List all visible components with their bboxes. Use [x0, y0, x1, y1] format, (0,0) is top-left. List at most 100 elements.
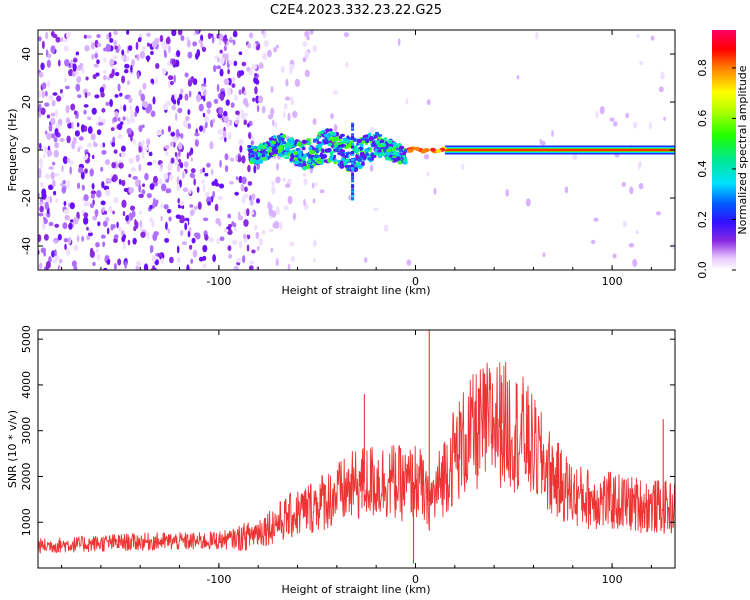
spectrogram-cell: [621, 181, 626, 187]
spectrogram-cell: [64, 243, 67, 251]
spectrogram-cell: [636, 33, 640, 38]
spectrogram-cell: [39, 205, 44, 213]
spectrogram-cell: [101, 107, 106, 113]
spectrogram-cell: [223, 110, 228, 118]
spectrogram-cell: [238, 51, 243, 56]
spectrogram-cell: [212, 190, 216, 199]
spectrogram-cell: [233, 265, 239, 270]
spectrogram-cell: [109, 98, 113, 108]
spectrogram-signal-cell: [252, 145, 256, 149]
spectrogram-cell: [153, 175, 158, 183]
spectrogram-cell: [262, 52, 267, 61]
spectrogram-signal-cell: [293, 160, 300, 165]
spectrogram-cell: [599, 105, 605, 115]
spectrogram-cell: [72, 58, 78, 63]
spectrogram-cell: [48, 95, 54, 101]
spectrogram-cell: [170, 157, 175, 164]
spectrogram-signal-cell: [407, 148, 414, 153]
spectrogram-cell: [93, 142, 98, 147]
spectrogram-cell: [185, 115, 190, 121]
spectrogram-signal-cell: [327, 142, 333, 147]
spectrogram-signal-cell: [382, 147, 387, 152]
spectrogram-cell: [47, 80, 51, 88]
spectrogram-cell: [302, 56, 307, 63]
spectrogram-cell: [108, 205, 113, 214]
spectrogram-signal-cell: [301, 146, 306, 151]
spectrogram-cell: [83, 216, 89, 225]
spectrogram-cell: [122, 234, 127, 240]
spectrogram-cell: [44, 201, 49, 210]
spectrogram-cell: [541, 140, 546, 146]
spectrogram-cell: [211, 35, 215, 44]
spectrogram-cell: [77, 94, 82, 99]
spectrogram-spike-cell: [351, 168, 355, 171]
spectrogram-cell: [141, 183, 146, 188]
spectrogram-cell: [290, 256, 295, 262]
spectrogram-cell: [405, 98, 409, 105]
spectrogram-signal-cell: [385, 152, 391, 156]
spectrogram-cell: [179, 201, 185, 206]
spectrogram-cell: [155, 199, 159, 205]
colorbar-scale: [712, 30, 736, 270]
spectrogram-cell: [171, 105, 176, 111]
spectrogram-cell: [202, 244, 208, 253]
spectrogram-cell: [397, 38, 401, 47]
spectrogram-cell: [131, 59, 135, 67]
spectrogram-spike-cell: [351, 145, 355, 148]
spectrogram-cell: [175, 214, 182, 219]
spectrogram-cell: [100, 234, 106, 239]
colorbar-tick-label: 0.6: [696, 110, 709, 128]
spectrogram-cell: [112, 210, 115, 215]
spectrogram-signal-cell: [377, 149, 382, 153]
spectrogram-cell: [70, 103, 76, 111]
spectrogram-signal-cell: [306, 164, 311, 168]
spectrogram-cell: [112, 174, 118, 182]
spectrogram-cell: [219, 159, 222, 168]
spectrogram-cell: [132, 176, 138, 180]
spectrogram-cell: [132, 138, 136, 146]
spectrogram-cell: [202, 217, 209, 222]
spectrogram-signal-cell: [297, 149, 302, 155]
spectrogram-cell: [383, 224, 389, 233]
spectrogram-cell: [516, 75, 520, 80]
spectrogram-cell: [110, 224, 114, 231]
spectrogram-cell: [190, 258, 194, 264]
spectrogram-cell: [190, 157, 194, 162]
spectrogram-cell: [68, 222, 73, 230]
spectrogram-cell: [38, 168, 42, 177]
spectrogram-cell: [177, 107, 183, 114]
spectrogram-cell: [650, 35, 655, 41]
spectrogram-signal-cell: [312, 138, 317, 143]
spectrogram-cell: [609, 117, 615, 122]
spectrogram-cell: [94, 94, 100, 99]
spectrogram-cell: [226, 87, 231, 96]
spectrogram-cell: [250, 211, 254, 215]
spectrogram-cell: [194, 205, 198, 210]
spectrogram-cell: [235, 176, 239, 181]
spectrogram-cell: [252, 97, 256, 102]
spectrogram-cell: [45, 196, 50, 204]
spectrogram-cell: [120, 145, 126, 153]
spectrogram-cell: [91, 183, 95, 190]
spectrogram-cell: [122, 54, 127, 63]
spectrogram-cell: [141, 150, 145, 159]
spectrogram-cell: [69, 219, 74, 223]
spectrogram-cell: [270, 247, 274, 253]
spectrogram-cell: [63, 45, 70, 52]
spectrogram-cell: [433, 187, 437, 195]
spectrogram-signal-cell: [359, 151, 365, 157]
spectrogram-cell: [102, 142, 106, 148]
spectrogram-cell: [138, 33, 143, 38]
spectrogram-cell: [223, 45, 227, 52]
spectrogram-cell: [43, 213, 47, 218]
spectrogram-cell: [76, 122, 80, 128]
spectrogram-cell: [241, 195, 246, 204]
spectrogram-cell: [83, 212, 89, 218]
spectrogram-cell: [54, 142, 60, 149]
spectrogram-cell: [112, 116, 118, 123]
spectrogram-cell: [57, 233, 62, 241]
spectrogram-cell: [117, 133, 123, 139]
spectrogram-cell: [89, 168, 94, 177]
snr-y-tick-label: 2000: [20, 462, 33, 490]
spectrogram-cell: [100, 200, 106, 206]
